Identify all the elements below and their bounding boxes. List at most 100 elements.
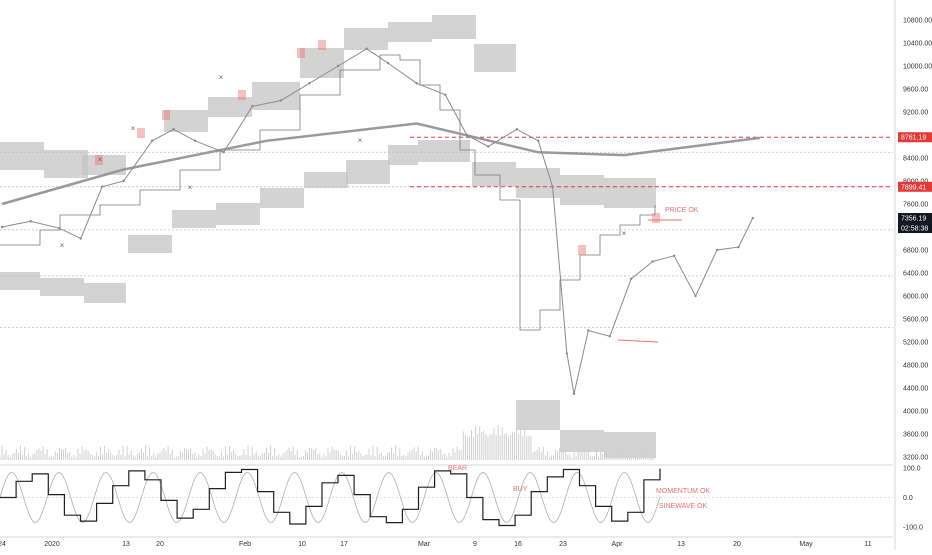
price-point [308,82,311,85]
sinewave-ok-annotation: SINEWAVE OK [659,503,708,510]
x-tick-label: 20 [733,541,741,548]
price-point [587,329,590,332]
zone-box [604,178,656,208]
zone-box [388,22,432,42]
bear-annotation: BEAR [448,465,467,472]
resistance-upper-label: 8761.19 [898,132,932,143]
zone-box [252,82,300,110]
countdown-label: 02:58:38 [898,223,932,234]
signal-square [297,48,305,58]
marker-layer: × × × × × × × [60,40,682,343]
price-point [100,185,104,188]
x-tick-label: Apr [612,541,624,548]
guide-layer [0,136,893,329]
series-layer [0,47,761,395]
x-tick-label: 16 [514,541,522,548]
price-point [751,216,754,220]
price-point [122,179,125,183]
zone-box [0,272,40,290]
y-tick-label: 3200.00 [903,455,928,462]
resistance-lower-label: 7899.41 [898,181,932,192]
zone-box [474,44,516,72]
oscillator-pane: 100.0 0.0 -100.0 [0,464,923,532]
zone-layer [0,15,656,458]
price-point [251,105,254,108]
price-point [386,61,390,65]
zone-box [172,210,216,228]
y-tick-label: 6800.00 [903,248,928,255]
cross-marker: × [98,155,103,164]
signal-square [95,155,103,165]
zone-box [418,140,470,162]
zone-box [40,278,84,296]
zone-box [0,142,44,170]
resistance-upper-label-bg [898,132,932,143]
current-price-label-text: 7356.19 [901,216,926,223]
y-tick-label: 10000.00 [903,64,932,71]
x-tick-label: 10 [298,541,306,548]
x-tick-label: 23 [559,541,567,548]
buy-annotation: BUY [513,486,528,493]
x-tick-label: Mar [418,541,431,548]
osc-tick-label: 100.0 [903,466,921,473]
price-point [0,225,4,229]
zone-box [216,203,260,225]
price-line [1,48,754,394]
zone-box [388,145,418,165]
price-point [715,248,719,252]
price-point [672,254,676,257]
price-point [608,335,611,338]
price-point [515,128,518,131]
signal-square [137,128,145,138]
time-axis: 24 2020 13 20 Feb 10 17 Mar 9 16 23 Apr 13 20 May 11 [0,536,893,548]
price-point [572,392,576,395]
signal-square [162,110,170,120]
y-tick-label: 3600.00 [903,432,928,439]
cross-marker: × [219,73,224,82]
y-tick-label: 7600.00 [903,202,928,209]
current-price-label: 7356.19 [898,213,932,224]
zone-box [344,28,388,50]
price-point [630,277,633,280]
cross-marker: × [131,124,136,133]
signal-square [318,40,326,50]
price-point [279,99,283,102]
zone-box [560,175,604,205]
x-tick-label: 11 [864,541,871,548]
cross-marker: × [60,241,65,250]
zone-box [604,432,656,458]
cross-marker: × [622,229,627,238]
zone-box [164,110,208,132]
y-tick-label: 6000.00 [903,294,928,301]
price-ok-annotation: PRICE OK [665,207,699,214]
zone-box [560,430,604,452]
zone-box [304,172,348,188]
zone-box [84,283,126,303]
annotation-layer: PRICE OK BEAR MOMENTUM OK SINEWAVE OK BUY [448,207,710,510]
cross-marker: × [358,136,363,145]
signal-square [238,90,246,100]
zone-box [516,400,560,430]
countdown-label-bg [898,223,932,234]
signal-square [652,213,660,223]
countdown-label-text: 02:58:38 [901,226,928,233]
trend-line [1,122,761,206]
zone-box [128,235,172,253]
resistance-upper-label-text: 8761.19 [901,135,926,142]
x-tick-label: 13 [677,541,685,548]
zone-box [300,48,344,78]
price-point [651,260,654,263]
y-tick-label: 9600.00 [903,87,928,94]
current-price-label-bg [898,213,932,224]
y-tick-label: 10400.00 [903,41,932,48]
x-tick-label: Feb [239,541,251,548]
price-point [737,245,740,249]
price-point [172,128,175,131]
stop-line [617,339,659,343]
price-point [415,82,418,85]
cross-marker: × [188,183,193,192]
price-point [551,185,554,188]
osc-tick-label: 0.0 [903,495,913,502]
